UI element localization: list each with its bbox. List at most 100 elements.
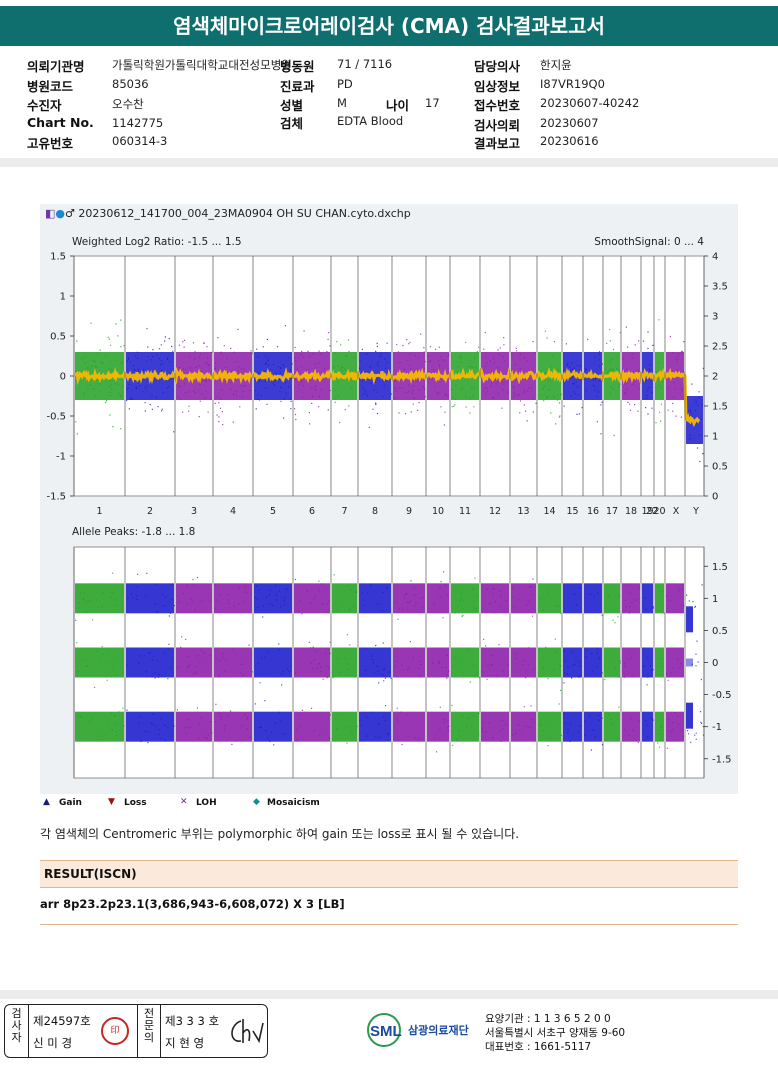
request-value: 20230607 [540,116,599,130]
allele-tick-label: -0.5 [712,690,732,701]
allele-band [75,711,124,742]
specialist-signature-icon [231,1019,264,1044]
result-divider [40,924,738,925]
chromosome-label: 8 [372,506,378,517]
allele-band [686,702,693,729]
allele-tick-label: 1 [712,594,718,605]
allele-band [214,583,252,614]
allele-band [427,711,449,742]
allele-band [584,647,602,678]
specimen-label: 검체 [280,116,304,131]
ward-label: 병동원 [280,59,315,74]
allele-band [481,647,509,678]
allele-band [655,711,664,742]
allele-title: Allele Peaks: -1.8 ... 1.8 [72,526,195,538]
smooth-tick-label: 0 [712,492,718,503]
allele-tick-label: -1 [712,722,722,733]
allele-band [511,647,536,678]
allele-band [686,658,693,667]
allele-band [359,711,391,742]
allele-band [622,711,640,742]
allele-band [655,583,664,614]
allele-band [393,711,425,742]
allele-band [126,711,174,742]
allele-tick-label: -1.5 [712,754,732,765]
receipt-label: 접수번호 [474,98,521,113]
sex-label: 성별 [280,98,304,113]
log2-scatter [538,330,562,425]
chromosome-label: 20 [653,506,665,517]
allele-scatter [359,584,392,739]
chromosome-label: 15 [566,506,578,517]
allele-band [511,711,536,742]
allele-band [481,711,509,742]
report-title: 염색체마이크로어레이검사 (CMA) 검사결과보고서 [0,6,778,46]
filename-text: 20230612_141700_004_23MA0904 OH SU CHAN.… [78,207,411,220]
chromosome-label: 18 [625,506,637,517]
allele-band [604,583,620,614]
allele-band [393,647,425,678]
allele-band [359,583,391,614]
smooth-tick-label: 3.5 [712,282,728,293]
allele-band [214,647,252,678]
allele-tick-label: 0.5 [712,626,728,637]
log2-tick-label: 0.5 [50,332,66,343]
age-value: 17 [425,96,440,110]
allele-band [538,711,561,742]
smooth-title: SmoothSignal: 0 ... 4 [594,236,704,248]
allele-band [214,711,252,742]
male-icon: ♂ [65,207,75,220]
log2-scatter [332,339,359,424]
allele-band [176,583,212,614]
allele-band [359,647,391,678]
log2-tick-label: 1 [60,292,66,303]
allele-band [176,711,212,742]
svg-text:SML: SML [370,1023,402,1040]
doctor-value: 한지윤 [540,58,572,72]
smooth-tick-label: 0.5 [712,462,728,473]
specialist-name: 지 현 영 [165,1036,205,1050]
allele-band [666,583,684,614]
allele-band [642,711,653,742]
chromosome-label: 2 [147,506,153,517]
allele-band [427,583,449,614]
chromosome-label: 10 [432,506,444,517]
allele-band [176,647,212,678]
legend-loh: LOH [196,798,217,808]
loh-icon: ✕ [180,797,188,807]
log2-scatter [294,330,331,425]
allele-band [642,647,653,678]
sex-value: M [337,96,347,110]
allele-band [604,647,620,678]
chromosome-label: 14 [543,506,555,517]
chromosome-label: 4 [230,506,236,517]
clinical-value: I87VR19Q0 [540,77,605,91]
gain-icon: ▲ [43,797,50,807]
drop-icon: ● [55,207,66,220]
allele-band [451,583,479,614]
allele-tick-label: 1.5 [712,562,728,573]
signature-box: 검사자 제24597호 신 미 경 印 전문의 제3 3 3 호 지 현 영 [4,1004,268,1058]
chromosome-label: 12 [489,506,501,517]
legend-gain: Gain [59,798,82,808]
org-name: 삼광의료재단 [408,1023,469,1037]
allele-band [75,647,124,678]
hospital-label: 의뢰기관명 [27,59,85,74]
uid-label: 고유번호 [27,136,74,151]
chromosome-label: 7 [341,506,347,517]
mosaicism-icon: ◆ [253,797,260,807]
allele-band [666,647,684,678]
centromeric-note: 각 염색체의 Centromeric 부위는 polymorphic 하여 ga… [40,827,520,841]
chromosome-label: 16 [587,506,599,517]
dept-label: 진료과 [280,79,315,94]
allele-band [642,583,653,614]
legend-loss: Loss [124,798,147,808]
smooth-tick-label: 2 [712,372,718,383]
divider [0,158,778,167]
log2-scatter [451,341,480,414]
sml-logo-icon: SML 삼광의료재단 [367,1013,469,1047]
allele-tick-label: 0 [712,658,718,669]
chromosome-label: 9 [406,506,412,517]
smooth-tick-label: 1 [712,432,718,443]
allele-band [666,711,684,742]
